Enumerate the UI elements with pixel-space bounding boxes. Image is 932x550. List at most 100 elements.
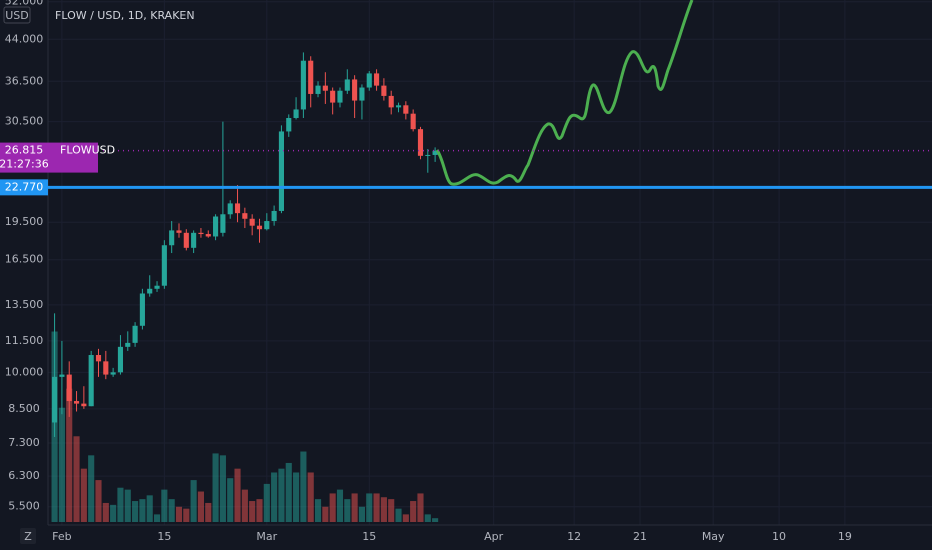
volume-bar — [424, 514, 431, 522]
candle-body — [388, 95, 394, 108]
horizontal-line-label: 22.770 — [5, 180, 44, 193]
volume-bar — [263, 483, 270, 522]
scale-button-label[interactable]: Z — [24, 530, 32, 543]
axes: 52.000 44.000 36.500 30.500 19.500 16.500 13.5… — [5, 0, 852, 543]
volume-bar — [388, 499, 395, 522]
x-tick-label: May — [702, 530, 725, 543]
volume-bar — [395, 508, 402, 522]
candle-body — [425, 154, 431, 156]
y-tick-label: 10.000 — [5, 365, 44, 378]
volume-bar — [271, 472, 278, 522]
candle-body — [271, 210, 277, 222]
volume-bar — [102, 502, 109, 522]
volume-bar — [285, 462, 292, 522]
candle-body — [88, 355, 94, 407]
currency-box[interactable] — [3, 6, 31, 24]
volume-bar — [314, 499, 322, 522]
y-tick-label: 11.500 — [5, 334, 44, 347]
volume-bar — [139, 499, 146, 522]
volume-bar — [110, 504, 117, 522]
volume-bar — [58, 407, 65, 522]
volume-bar — [205, 502, 212, 522]
candle-body — [308, 60, 314, 94]
candle-body — [330, 90, 336, 103]
volume-bar — [168, 499, 175, 522]
candle-body — [256, 225, 263, 230]
volume-bar — [212, 453, 219, 522]
drawn-projection — [435, 0, 694, 186]
candle-body — [315, 85, 321, 94]
candle-body — [344, 79, 350, 91]
y-tick-label: 13.500 — [5, 298, 44, 311]
volume-bar — [132, 501, 139, 522]
volume-bar — [366, 493, 373, 522]
candle-body — [417, 129, 424, 156]
volume-bar — [293, 472, 300, 522]
volume-bar — [161, 489, 168, 522]
candle-body — [161, 245, 167, 286]
candle-body — [234, 203, 241, 214]
scale-button[interactable] — [20, 528, 36, 544]
volume-bar — [153, 514, 161, 522]
candle-body — [395, 105, 402, 108]
volume-bar — [322, 506, 329, 522]
last-price-label: 26.815 — [5, 144, 44, 157]
candle-body — [293, 109, 299, 118]
y-tick-label: 44.000 — [5, 32, 44, 45]
volume-bar — [344, 499, 351, 522]
x-tick-label: Feb — [52, 530, 71, 543]
volume-bar — [432, 518, 439, 522]
last-price-symbol: FLOWUSD — [60, 144, 115, 157]
volume-bar — [307, 472, 314, 522]
volume-bar — [358, 506, 365, 522]
volume-bar — [410, 501, 417, 522]
candle-body — [322, 85, 328, 91]
volume-bar — [175, 506, 183, 522]
volume-bar — [329, 493, 336, 522]
candle-body — [117, 346, 124, 373]
x-tick-label: 15 — [157, 530, 171, 543]
candle-body — [403, 105, 409, 114]
chart-title: FLOW / USD, 1D, KRAKEN — [55, 9, 195, 22]
candle-body — [300, 60, 306, 110]
x-tick-label: 21 — [633, 530, 647, 543]
y-tick-label: 52.000 — [5, 0, 44, 8]
volume-bar — [249, 501, 256, 522]
candle-body — [286, 117, 292, 132]
candle-body — [73, 401, 80, 404]
candle-body — [205, 234, 211, 237]
candle-body — [337, 90, 343, 103]
volume-bar — [402, 514, 409, 522]
candle-body — [125, 342, 131, 347]
y-tick-label: 8.500 — [8, 402, 40, 415]
volume-bar — [417, 493, 424, 522]
volume-bar — [227, 478, 234, 522]
y-tick-label: 16.500 — [5, 253, 44, 266]
candles — [52, 52, 438, 437]
candle-body — [154, 285, 160, 289]
volume-bar — [80, 468, 87, 522]
candle-body — [410, 113, 416, 130]
volume-bar — [183, 508, 190, 522]
candle-body — [359, 87, 365, 101]
volume-bar — [373, 493, 380, 522]
candle-body — [59, 374, 65, 377]
candle-body — [352, 79, 358, 101]
x-tick-label: 19 — [838, 530, 852, 543]
y-tick-label: 36.500 — [5, 74, 44, 87]
candle-body — [249, 218, 255, 226]
y-tick-label: 5.500 — [8, 500, 40, 513]
candle-body — [220, 214, 226, 233]
candle-body — [213, 216, 219, 237]
candle-body — [183, 232, 189, 248]
volume-bar — [117, 487, 124, 522]
volume-bar — [300, 451, 307, 522]
volume-bar — [190, 480, 197, 522]
candle-body — [169, 230, 175, 246]
x-tick-label: Apr — [484, 530, 504, 543]
volume-bar — [88, 455, 95, 522]
candle-body — [278, 131, 285, 211]
currency[interactable]: USD — [5, 9, 29, 22]
candle-body — [242, 213, 248, 219]
candle-body — [176, 230, 182, 233]
